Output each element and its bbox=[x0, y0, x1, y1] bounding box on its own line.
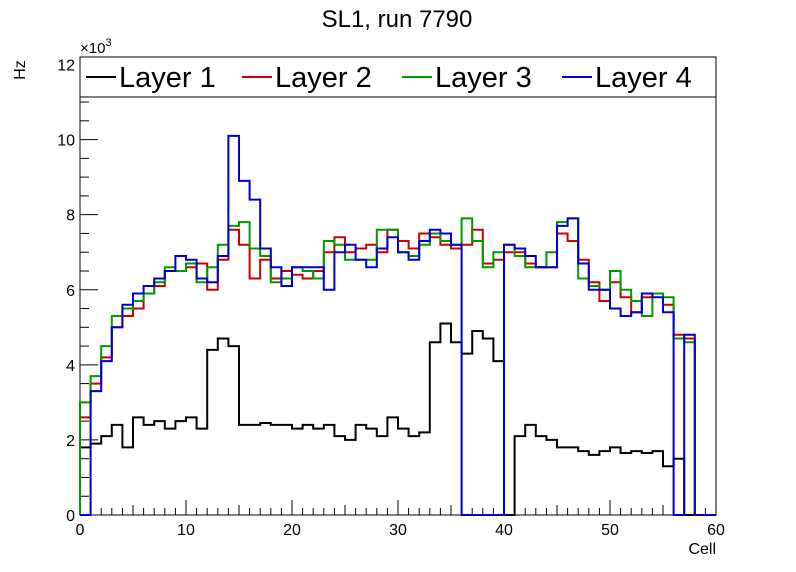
y-multiplier-exponent: 3 bbox=[105, 37, 111, 49]
axes: 0 10 20 30 40 50 60 0 2 4 6 8 10 12 bbox=[57, 58, 725, 539]
legend-label-layer-2: Layer 2 bbox=[275, 62, 372, 94]
x-tick-label: 0 bbox=[76, 522, 85, 539]
series-line-layer-4 bbox=[80, 134, 716, 516]
legend-label-layer-3: Layer 3 bbox=[435, 62, 532, 94]
y-tick-label: 2 bbox=[66, 433, 75, 450]
legend-label-layer-1: Layer 1 bbox=[119, 62, 216, 94]
legend-label-layer-4: Layer 4 bbox=[595, 62, 692, 94]
x-tick-label: 50 bbox=[601, 522, 619, 539]
series-line-layer-1 bbox=[79, 322, 716, 516]
series-layer bbox=[79, 134, 716, 516]
y-axis-multiplier: ×103 bbox=[80, 37, 112, 57]
y-tick-label: 0 bbox=[66, 508, 75, 525]
y-axis-label: Hz bbox=[12, 60, 29, 80]
y-multiplier-base: ×10 bbox=[80, 40, 105, 57]
y-tick-label: 4 bbox=[66, 358, 75, 375]
y-tick-label: 8 bbox=[66, 208, 75, 225]
legend-box bbox=[79, 56, 717, 98]
x-tick-label: 40 bbox=[495, 522, 513, 539]
x-tick-label: 10 bbox=[177, 522, 195, 539]
x-tick-label: 60 bbox=[707, 522, 725, 539]
chart-title: SL1, run 7790 bbox=[322, 6, 473, 33]
y-tick-label: 12 bbox=[57, 58, 75, 75]
legend-entries: Layer 1 Layer 2 Layer 3 Layer 4 bbox=[86, 62, 692, 94]
x-tick-label: 30 bbox=[389, 522, 407, 539]
x-tick-label: 20 bbox=[283, 522, 301, 539]
x-axis-label: Cell bbox=[688, 541, 716, 558]
y-tick-label: 10 bbox=[57, 133, 75, 150]
legend: Layer 1 Layer 2 Layer 3 Layer 4 bbox=[79, 56, 717, 98]
y-tick-label: 6 bbox=[66, 283, 75, 300]
